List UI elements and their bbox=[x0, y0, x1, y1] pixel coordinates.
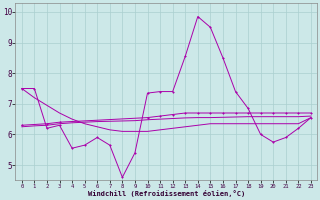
X-axis label: Windchill (Refroidissement éolien,°C): Windchill (Refroidissement éolien,°C) bbox=[88, 190, 245, 197]
